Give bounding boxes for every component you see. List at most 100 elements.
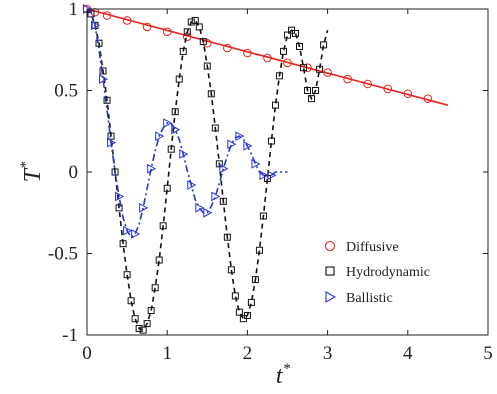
y-tick-label: -1 xyxy=(62,325,78,346)
data-point-ballistic xyxy=(187,180,197,190)
data-point-diffusive xyxy=(423,94,433,103)
legend-marker-diffusive xyxy=(324,240,336,252)
data-point-hydrodynamic xyxy=(312,87,320,94)
data-point-ballistic xyxy=(235,131,245,141)
data-point-diffusive xyxy=(102,11,112,20)
data-point-hydrodynamic xyxy=(203,62,211,70)
y-tick-label: 0 xyxy=(69,162,79,183)
data-point-hydrodynamic xyxy=(119,240,127,248)
series-layer xyxy=(82,4,449,334)
x-tick-label: 2 xyxy=(243,343,253,364)
data-point-hydrodynamic xyxy=(308,95,316,103)
data-point-ballistic xyxy=(211,191,221,202)
data-point-hydrodynamic xyxy=(259,212,267,220)
data-point-ballistic xyxy=(227,139,237,150)
data-point-ballistic xyxy=(179,149,189,159)
data-point-ballistic xyxy=(259,170,269,181)
data-point-diffusive xyxy=(323,68,332,77)
data-point-ballistic xyxy=(163,118,173,128)
y-axis-label-sup: * xyxy=(18,161,34,169)
x-axis-label-sup: * xyxy=(283,361,291,377)
data-point-hydrodynamic xyxy=(179,47,187,55)
data-point-ballistic xyxy=(251,159,261,169)
data-point-ballistic xyxy=(219,163,229,174)
data-point-hydrodynamic xyxy=(87,10,95,18)
legend-label-ballistic: Ballistic xyxy=(346,291,393,306)
y-tick-label: 0.5 xyxy=(54,81,78,102)
x-tick-label: 3 xyxy=(323,343,333,364)
data-point-hydrodynamic xyxy=(292,29,300,37)
data-point-hydrodynamic xyxy=(147,307,155,315)
x-axis-label-main: t xyxy=(276,363,284,389)
data-point-hydrodynamic xyxy=(300,64,308,72)
y-tick-label: 1 xyxy=(69,0,79,20)
data-point-hydrodynamic xyxy=(231,292,239,300)
data-point-hydrodynamic xyxy=(219,197,227,205)
data-point-hydrodynamic xyxy=(255,246,263,254)
data-point-diffusive xyxy=(263,53,272,63)
data-point-hydrodynamic xyxy=(171,108,179,116)
x-tick-label: 5 xyxy=(483,343,493,364)
data-point-hydrodynamic xyxy=(143,320,151,328)
legend-item-diffusive: Diffusive xyxy=(324,240,399,255)
data-point-diffusive xyxy=(303,63,312,72)
data-point-ballistic xyxy=(155,131,165,141)
series-ballistic xyxy=(83,4,288,239)
data-point-ballistic xyxy=(107,137,117,148)
data-point-diffusive xyxy=(243,48,252,58)
data-point-hydrodynamic xyxy=(316,65,324,73)
data-point-hydrodynamic xyxy=(243,311,251,319)
data-point-hydrodynamic xyxy=(187,18,195,26)
series-line-diffusive xyxy=(86,8,449,106)
data-point-ballistic xyxy=(243,141,253,151)
data-point-hydrodynamic xyxy=(115,204,123,212)
data-point-ballistic xyxy=(115,191,125,202)
data-point-hydrodynamic xyxy=(195,23,203,31)
data-point-hydrodynamic xyxy=(127,297,135,305)
data-point-hydrodynamic xyxy=(151,284,159,292)
data-point-hydrodynamic xyxy=(267,137,275,145)
data-point-hydrodynamic xyxy=(235,308,243,316)
data-point-hydrodynamic xyxy=(284,31,291,39)
data-point-hydrodynamic xyxy=(139,326,147,334)
data-point-diffusive xyxy=(403,89,413,99)
y-axis-label-main: T xyxy=(20,167,46,182)
series-line-ballistic xyxy=(86,8,288,239)
data-point-diffusive xyxy=(363,79,373,89)
legend-item-hydrodynamic: Hydrodynamic xyxy=(325,265,430,280)
x-axis-label: t* xyxy=(276,361,291,389)
data-point-hydrodynamic xyxy=(135,324,143,332)
data-point-hydrodynamic xyxy=(215,160,223,168)
y-tick-label: -0.5 xyxy=(48,244,78,265)
data-point-hydrodynamic xyxy=(99,67,107,75)
data-point-hydrodynamic xyxy=(155,256,163,264)
data-point-ballistic xyxy=(267,170,277,181)
legend-label-hydrodynamic: Hydrodynamic xyxy=(346,265,430,280)
data-point-diffusive xyxy=(122,16,132,25)
data-point-hydrodynamic xyxy=(207,90,215,98)
x-tick-label: 1 xyxy=(162,343,172,364)
data-point-hydrodynamic xyxy=(167,145,175,153)
data-point-hydrodynamic xyxy=(227,266,235,274)
data-point-diffusive xyxy=(142,22,152,32)
data-point-hydrodynamic xyxy=(199,38,207,46)
data-point-hydrodynamic xyxy=(131,315,139,323)
data-point-ballistic xyxy=(131,229,141,239)
data-point-diffusive xyxy=(203,38,212,48)
ticks-layer: 0 1 2 3 4 5 -1 -0.5 0 0.5 1 xyxy=(48,0,493,364)
data-point-hydrodynamic xyxy=(251,276,259,284)
data-point-hydrodynamic xyxy=(279,47,287,55)
data-point-hydrodynamic xyxy=(271,101,279,109)
series-hydrodynamic xyxy=(86,8,329,334)
series-diffusive xyxy=(82,4,449,106)
data-point-ballistic xyxy=(147,163,157,174)
legend-item-ballistic: Ballistic xyxy=(325,291,393,306)
data-point-ballistic xyxy=(203,207,213,218)
data-point-ballistic xyxy=(195,203,205,213)
x-tick-label: 4 xyxy=(403,343,413,364)
data-point-hydrodynamic xyxy=(247,298,255,306)
data-point-diffusive xyxy=(343,74,352,84)
data-point-ballistic xyxy=(139,203,149,213)
